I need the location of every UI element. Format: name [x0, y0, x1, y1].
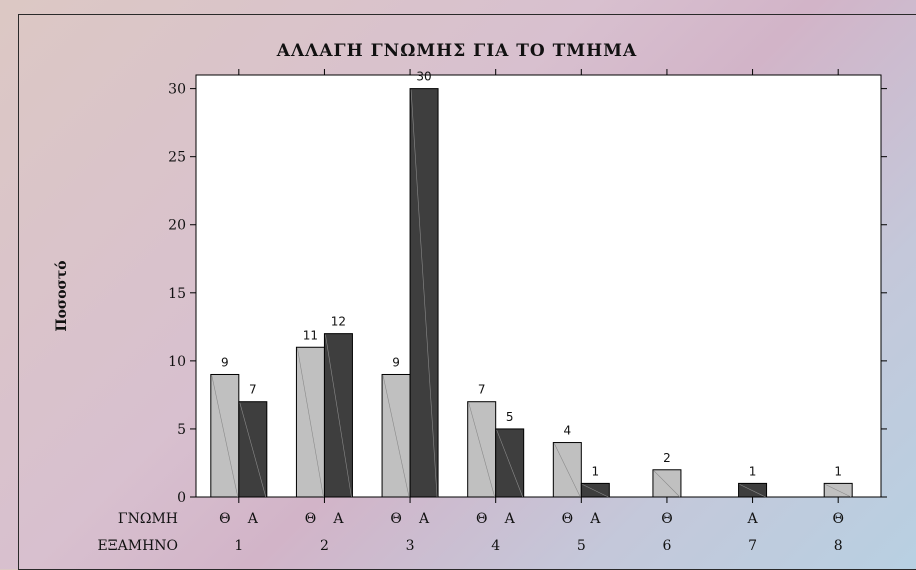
data-label: 2: [663, 451, 671, 465]
bar-alpha: [738, 482, 768, 498]
bar-hatch-line: [554, 443, 581, 498]
y-axis-label: Ποσοστό: [54, 260, 70, 331]
data-label: 9: [221, 355, 229, 369]
bar-hatch-line: [653, 470, 681, 498]
opinion-label: Θ: [305, 511, 316, 527]
bar-hatch-line: [297, 348, 324, 498]
data-label: 1: [591, 464, 599, 478]
semester-label: 2: [320, 538, 329, 554]
data-label: 7: [478, 383, 486, 397]
opinion-label: Α: [504, 511, 516, 527]
bar-hatch-line: [382, 375, 410, 498]
bar-hatch-line: [410, 89, 438, 498]
bar-hatch-line: [325, 334, 352, 498]
semester-label: 6: [662, 538, 671, 554]
semester-label: 1: [234, 538, 243, 554]
data-label: 7: [249, 383, 257, 397]
bar-hatch-line: [825, 484, 852, 498]
semester-label: 5: [577, 538, 586, 554]
semester-label: 4: [491, 538, 500, 554]
opinion-label: Θ: [661, 511, 672, 527]
chart-title: ΑΛΛΑΓΗ ΓΝΩΜΗΣ ΓΙΑ ΤΟ ΤΜΗΜΑ: [276, 41, 637, 61]
opinion-label: Θ: [219, 511, 230, 527]
opinion-row-label: ΓΝΩΜΗ: [118, 511, 178, 527]
bar-hatch-line: [211, 375, 239, 498]
semester-label: 3: [406, 538, 415, 554]
bar-hatch-line: [468, 402, 495, 498]
opinion-label: Α: [747, 511, 759, 527]
data-label: 4: [563, 424, 571, 438]
semester-label: 8: [834, 538, 843, 554]
data-label: 9: [392, 355, 400, 369]
bar-hatch-line: [582, 484, 609, 498]
opinion-label: Α: [418, 511, 430, 527]
bar-alpha: [580, 482, 610, 498]
opinion-label: Θ: [390, 511, 401, 527]
opinion-label: Θ: [476, 511, 487, 527]
data-label: 1: [749, 464, 757, 478]
semester-row-label: ΕΞΑΜΗΝΟ: [98, 538, 178, 554]
bar-alpha: [495, 428, 525, 498]
y-tick-label: 5: [177, 422, 186, 438]
opinion-label: Α: [332, 511, 344, 527]
bar-hatch-line: [739, 484, 766, 498]
data-label: 11: [303, 328, 318, 342]
data-label: 30: [416, 70, 431, 84]
y-tick-label: 30: [168, 82, 186, 98]
y-tick-label: 20: [168, 218, 186, 234]
data-label: 12: [331, 315, 346, 329]
bar-theta: [823, 482, 853, 498]
y-tick-label: 0: [177, 490, 186, 506]
data-label: 5: [506, 410, 514, 424]
opinion-label: Α: [589, 511, 601, 527]
semester-label: 7: [748, 538, 757, 554]
y-tick-label: 10: [168, 354, 186, 370]
bar-hatch-line: [239, 402, 267, 498]
y-tick-label: 15: [168, 286, 186, 302]
y-tick-label: 25: [168, 150, 186, 166]
data-label: 1: [834, 464, 842, 478]
opinion-label: Θ: [832, 511, 843, 527]
opinion-label: Θ: [562, 511, 573, 527]
bar-hatch-line: [496, 429, 523, 498]
opinion-label: Α: [247, 511, 259, 527]
